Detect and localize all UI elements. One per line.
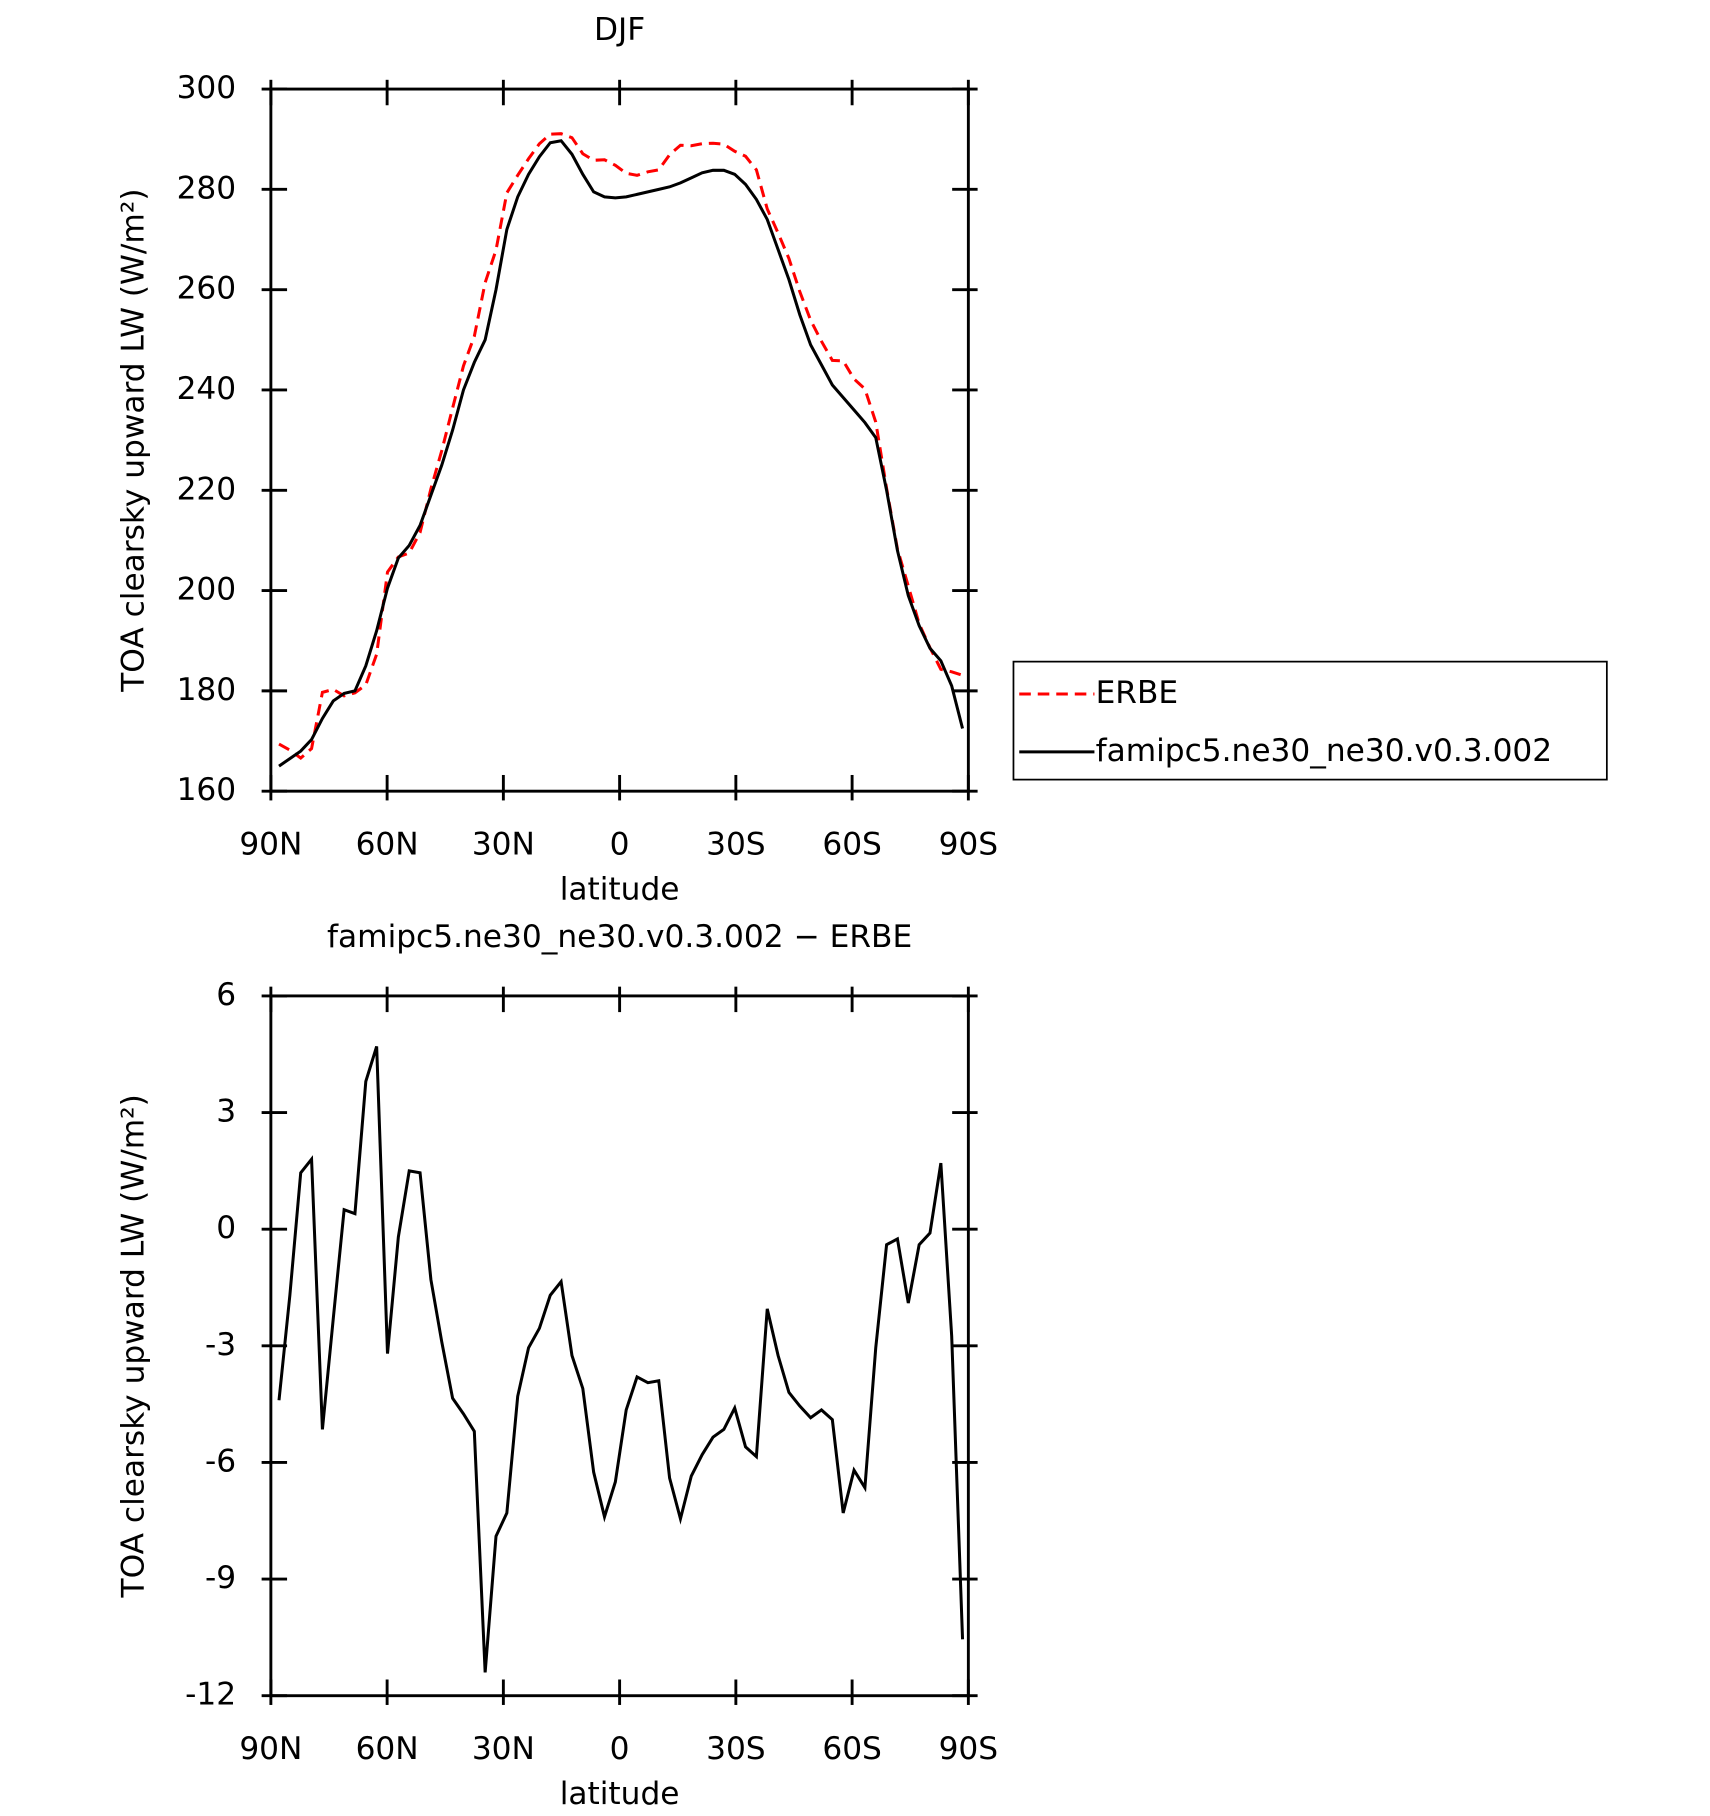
chart-title: famipc5.ne30_ne30.v0.3.002 − ERBE <box>327 919 912 955</box>
x-tick-label: 60S <box>822 1731 882 1767</box>
y-tick-label: 160 <box>177 772 237 808</box>
legend-label: famipc5.ne30_ne30.v0.3.002 <box>1096 733 1553 769</box>
y-tick-label: -6 <box>205 1443 236 1479</box>
x-tick-label: 90S <box>939 827 999 863</box>
y-tick-label: -3 <box>205 1327 236 1363</box>
y-tick-label: 6 <box>216 977 236 1013</box>
y-tick-label: 280 <box>177 170 237 206</box>
x-tick-label: 90N <box>239 827 302 863</box>
y-tick-label: 0 <box>216 1210 236 1246</box>
x-tick-label: 60N <box>356 1731 419 1767</box>
data-line <box>278 132 964 760</box>
x-tick-label: 30N <box>472 1731 535 1767</box>
x-tick-label: 90N <box>239 1731 302 1767</box>
legend-label: ERBE <box>1096 675 1179 711</box>
y-tick-label: 220 <box>177 471 237 507</box>
x-axis-label: latitude <box>560 872 680 908</box>
y-tick-label: 240 <box>177 371 237 407</box>
x-tick-label: 30N <box>472 827 535 863</box>
x-tick-label: 30S <box>706 1731 766 1767</box>
plot-frame <box>269 87 970 793</box>
x-tick-label: 0 <box>610 1731 630 1767</box>
x-tick-label: 60N <box>356 827 419 863</box>
y-tick-label: -12 <box>185 1677 236 1713</box>
y-tick-label: 300 <box>177 70 237 106</box>
plot-frame <box>269 994 970 1698</box>
y-tick-label: 200 <box>177 572 237 608</box>
x-tick-label: 90S <box>939 1731 999 1767</box>
data-line <box>278 139 965 768</box>
y-axis-label: TOA clearsky upward LW (W/m²) <box>115 188 151 692</box>
x-tick-label: 60S <box>822 827 882 863</box>
x-axis-label: latitude <box>560 1776 680 1812</box>
y-tick-label: 260 <box>177 271 237 307</box>
y-tick-label: 180 <box>177 672 237 708</box>
data-line <box>277 1045 965 1673</box>
chart-title: DJF <box>594 12 645 48</box>
x-tick-label: 30S <box>706 827 766 863</box>
legend-box <box>1012 660 1608 781</box>
y-tick-label: 3 <box>216 1094 236 1130</box>
x-tick-label: 0 <box>610 827 630 863</box>
y-tick-label: -9 <box>205 1560 236 1596</box>
y-axis-label: TOA clearsky upward LW (W/m²) <box>115 1094 151 1598</box>
